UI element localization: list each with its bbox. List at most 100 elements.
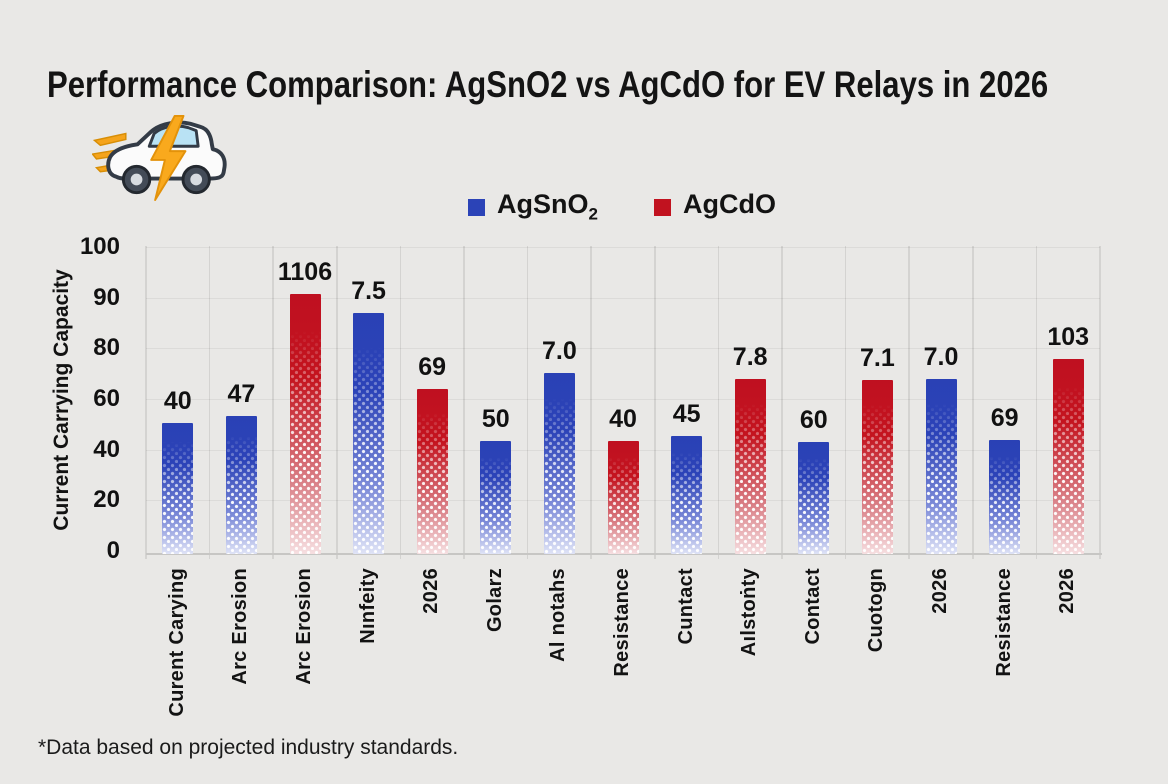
y-tick-label: 80 xyxy=(93,334,120,362)
halftone-texture xyxy=(925,379,957,554)
bar-value-label: 69 xyxy=(990,404,1019,432)
halftone-texture xyxy=(416,389,448,554)
gridline-horizontal xyxy=(146,399,1100,400)
x-axis-label: Curent Carying xyxy=(165,568,188,717)
x-axis-label: 2026 xyxy=(1056,568,1079,614)
x-axis-label: Al notahs xyxy=(547,568,570,662)
gridline-vertical xyxy=(463,246,465,559)
bar-agcdo xyxy=(416,389,448,554)
gridline-vertical xyxy=(844,246,847,559)
halftone-texture xyxy=(162,423,194,554)
bar-agsno2 xyxy=(989,440,1021,554)
y-tick-label: 60 xyxy=(93,385,120,412)
bar-value-label: 7.0 xyxy=(542,337,577,365)
bar-value-label: 7.8 xyxy=(732,343,768,371)
y-tick-label: 20 xyxy=(93,486,120,514)
car-wheel-hub xyxy=(130,173,143,186)
x-axis-label: Arc Erosion xyxy=(229,568,252,685)
y-tick-label: 40 xyxy=(93,435,120,463)
legend: AgSnO2 AgCdO xyxy=(468,189,776,224)
bar-agcdo xyxy=(289,294,321,554)
x-axis-label: Cuntact xyxy=(674,568,697,645)
speed-line-icon xyxy=(92,132,127,147)
bar-agsno2 xyxy=(353,313,385,554)
gridline-vertical xyxy=(145,246,147,559)
footnote: *Data based on projected industry standa… xyxy=(38,736,459,759)
gridline-horizontal xyxy=(146,348,1100,350)
gridline-vertical xyxy=(1099,246,1101,559)
x-axis-label: Cuotogn xyxy=(865,568,888,653)
bar-value-label: 40 xyxy=(163,387,192,415)
x-axis-label: Resistance xyxy=(992,568,1015,677)
bar-value-label: 60 xyxy=(799,406,828,434)
bar-agcdo xyxy=(1052,359,1084,554)
y-tick-label: 0 xyxy=(106,537,120,565)
halftone-texture xyxy=(861,380,893,554)
x-axis-label: 2026 xyxy=(420,568,443,614)
bar-agsno2 xyxy=(671,436,703,554)
halftone-texture xyxy=(1052,359,1084,554)
bar-agcdo xyxy=(734,379,766,554)
gridline-vertical xyxy=(781,246,783,559)
lightning-bolt-icon xyxy=(150,114,187,202)
legend-swatch-agcdo xyxy=(653,199,671,217)
gridline-vertical xyxy=(208,246,211,559)
x-axis-label: Nınfeity xyxy=(356,568,379,644)
legend-label-agcdo: AgCdO xyxy=(682,189,776,219)
bar-agsno2 xyxy=(543,373,575,554)
bar-agsno2 xyxy=(162,423,194,554)
halftone-texture xyxy=(480,441,512,554)
bar-agsno2 xyxy=(925,379,957,554)
halftone-texture xyxy=(607,441,639,554)
halftone-texture xyxy=(225,416,257,554)
x-axis-label: 2026 xyxy=(929,568,951,614)
y-tick-label: 90 xyxy=(93,283,120,311)
bar-value-label: 69 xyxy=(418,353,447,381)
gridline-horizontal xyxy=(146,297,1100,299)
halftone-texture xyxy=(353,313,385,554)
gridline-vertical xyxy=(908,246,910,559)
x-axis-label: Contact xyxy=(801,568,824,645)
chart-title: Performance Comparison: AgSnO2 vs AgCdO … xyxy=(47,64,1049,105)
gridline-vertical xyxy=(717,246,720,559)
bar-value-label: 7.0 xyxy=(923,343,959,371)
gridline-vertical xyxy=(272,246,274,559)
bar-value-label: 7.1 xyxy=(860,344,895,372)
bar-value-label: 45 xyxy=(672,400,701,428)
legend-label-agsno2: AgSnO2 xyxy=(497,189,598,224)
bar-value-label: 7.5 xyxy=(351,277,386,305)
bar-agcdo xyxy=(861,380,893,554)
bar-agsno2 xyxy=(225,416,257,554)
gridline-vertical xyxy=(972,246,974,559)
gridline-horizontal xyxy=(146,247,1100,248)
halftone-texture xyxy=(671,436,703,554)
bar-value-label: 40 xyxy=(609,405,637,433)
y-tick-label: 100 xyxy=(79,233,120,260)
legend-swatch-agsno2 xyxy=(468,199,485,217)
legend-item-agsno2: AgSnO2 xyxy=(468,189,598,224)
bar-value-label: 47 xyxy=(227,380,256,408)
x-axis-label: Arc Erosion xyxy=(293,568,315,685)
gridline-vertical xyxy=(336,246,338,559)
gridline-vertical xyxy=(590,246,592,559)
bar-value-label: 1106 xyxy=(277,258,333,286)
legend-item-agcdo: AgCdO xyxy=(653,189,776,224)
halftone-texture xyxy=(289,294,321,554)
bar-agsno2 xyxy=(798,442,830,554)
gridline-vertical xyxy=(654,246,656,559)
halftone-texture xyxy=(798,442,830,554)
gridline-vertical xyxy=(399,246,402,559)
halftone-texture xyxy=(734,379,766,554)
car-wheel-hub xyxy=(190,173,203,186)
halftone-texture xyxy=(543,373,575,554)
x-axis-label: Resistance xyxy=(611,568,633,677)
bar-value-label: 103 xyxy=(1047,323,1090,351)
bar-agsno2 xyxy=(480,441,512,554)
x-axis-label: Aılstoṅty xyxy=(738,568,761,657)
gridline-vertical xyxy=(526,246,529,559)
bar-agcdo xyxy=(607,441,639,554)
gridline-vertical xyxy=(1035,246,1038,559)
x-axis-label: Golarz xyxy=(483,568,506,633)
halftone-texture xyxy=(989,440,1021,554)
bar-value-label: 50 xyxy=(481,405,510,433)
